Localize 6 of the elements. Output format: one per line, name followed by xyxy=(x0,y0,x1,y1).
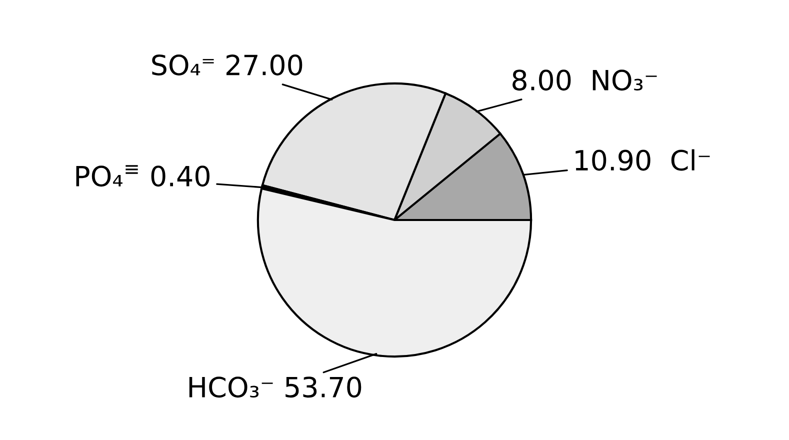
slice-label: HCO₃⁻ 53.70 xyxy=(189,376,362,398)
data-label: 0.40 xyxy=(151,166,210,187)
slice-label: PO₄$^{≡}$ xyxy=(76,165,138,187)
slice-label: 8.00 NO₃⁻ xyxy=(512,70,657,91)
slice-label: 10.90 Cl⁻ xyxy=(576,149,710,171)
slice-label: SO₄⁼ 27.00 xyxy=(152,54,302,76)
